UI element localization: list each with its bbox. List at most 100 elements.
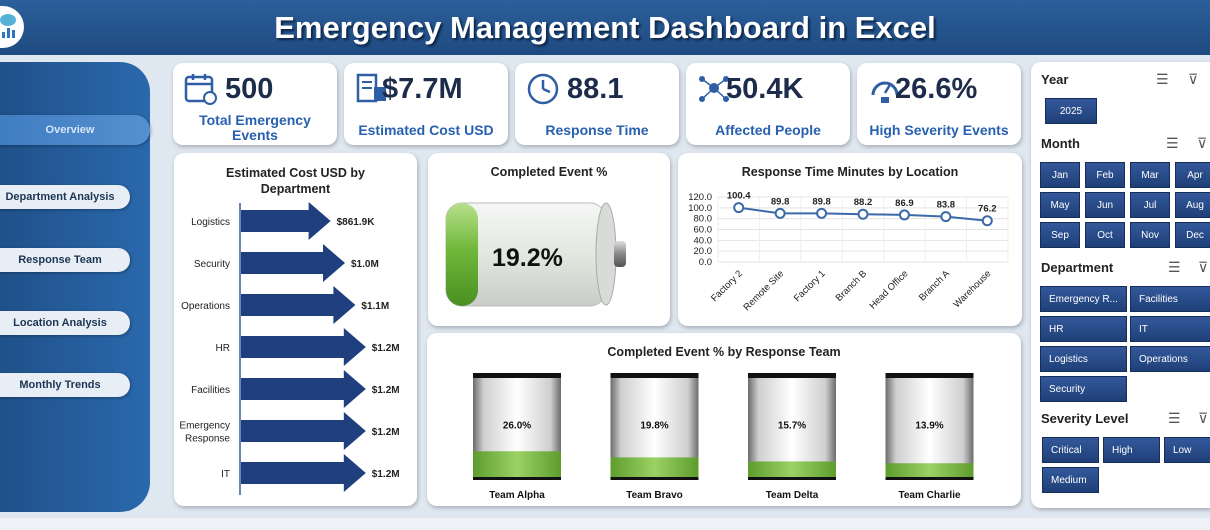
team-completion-chart: Completed Event % by Response Team 26.0%… bbox=[427, 333, 1021, 506]
slicer-year-title: Year bbox=[1041, 72, 1069, 87]
page-title: Emergency Management Dashboard in Excel bbox=[274, 9, 936, 45]
clear-filter-icon[interactable]: ⊽ bbox=[1198, 259, 1209, 275]
y-tick-label: 80.0 bbox=[694, 214, 713, 225]
slicer-month-item[interactable]: Mar bbox=[1130, 162, 1170, 188]
nav-monthly-trends[interactable]: Monthly Trends bbox=[0, 373, 130, 397]
slicer-severity-item[interactable]: Critical bbox=[1042, 437, 1099, 463]
slicer-department-item[interactable]: Operations bbox=[1130, 346, 1210, 372]
x-tick-label: Remote Site bbox=[742, 268, 787, 313]
kpi-label: Affected People bbox=[715, 122, 821, 138]
multi-select-icon[interactable]: ☰ bbox=[1156, 71, 1169, 87]
category-label: Logistics bbox=[191, 217, 230, 228]
slicer-month-item[interactable]: Jan bbox=[1040, 162, 1080, 188]
category-label: Security bbox=[194, 259, 230, 270]
slicer-month-item[interactable]: May bbox=[1040, 192, 1080, 218]
kpi-label: High Severity Events bbox=[869, 122, 1009, 138]
slicer-month-item[interactable]: Nov bbox=[1130, 222, 1170, 248]
slicer-severity-title: Severity Level bbox=[1041, 411, 1129, 426]
cost-bar bbox=[241, 454, 366, 492]
data-label: $861.9K bbox=[337, 217, 376, 228]
kpi-value: 50.4K bbox=[726, 73, 804, 105]
team-name-label: Team Bravo bbox=[626, 490, 683, 501]
slicer-department-item[interactable]: Emergency R... bbox=[1040, 286, 1127, 312]
kpi-response-time: 88.1 Response Time bbox=[515, 63, 679, 145]
data-label: 89.8 bbox=[812, 196, 831, 207]
slicer-month-item[interactable]: Dec bbox=[1175, 222, 1210, 248]
cost-bar bbox=[241, 286, 356, 324]
nav-response-team[interactable]: Response Team bbox=[0, 248, 130, 272]
data-label: $1.1M bbox=[361, 301, 389, 312]
data-label: 13.9% bbox=[915, 421, 943, 432]
multi-select-icon[interactable]: ☰ bbox=[1168, 410, 1181, 426]
slicer-department-item[interactable]: IT bbox=[1130, 316, 1210, 342]
data-point bbox=[940, 211, 952, 223]
slicer-month-item[interactable]: Feb bbox=[1085, 162, 1125, 188]
team-fill bbox=[885, 463, 974, 477]
nav-department-analysis[interactable]: Department Analysis bbox=[0, 185, 130, 209]
data-label: 89.8 bbox=[771, 196, 790, 207]
data-label: 86.9 bbox=[895, 198, 914, 209]
slicer-severity-item[interactable]: High bbox=[1103, 437, 1160, 463]
slicer-severity-item[interactable]: Medium bbox=[1042, 467, 1099, 493]
completed-percent: 19.2% bbox=[492, 244, 563, 272]
nav-location-analysis[interactable]: Location Analysis bbox=[0, 311, 130, 335]
slicer-department-item[interactable]: Security bbox=[1040, 376, 1127, 402]
category-label: IT bbox=[221, 469, 230, 480]
cost-bar bbox=[241, 370, 366, 408]
clear-filter-icon[interactable]: ⊽ bbox=[1188, 71, 1199, 87]
slicer-department-item[interactable]: HR bbox=[1040, 316, 1127, 342]
category-label: Operations bbox=[181, 301, 230, 312]
data-label: $1.2M bbox=[372, 343, 400, 354]
nav-overview[interactable]: Overview bbox=[0, 115, 150, 145]
kpi-label: Estimated Cost USD bbox=[358, 122, 494, 138]
kpi-value: 26.6% bbox=[895, 73, 978, 105]
kpi-estimated-cost: $7.7M Estimated Cost USD bbox=[344, 63, 508, 145]
slicer-year-item[interactable]: 2025 bbox=[1045, 98, 1097, 124]
x-tick-label: Branch A bbox=[917, 268, 953, 304]
x-tick-label: Factory 1 bbox=[792, 268, 828, 304]
data-label: $1.2M bbox=[372, 427, 400, 438]
clock-icon bbox=[527, 73, 559, 105]
data-label: 15.7% bbox=[778, 421, 806, 432]
slicer-month-item[interactable]: Jun bbox=[1085, 192, 1125, 218]
multi-select-icon[interactable]: ☰ bbox=[1166, 135, 1179, 151]
clear-filter-icon[interactable]: ⊽ bbox=[1197, 135, 1208, 151]
cost-bar bbox=[241, 202, 331, 240]
data-point bbox=[816, 207, 828, 219]
kpi-label: Total Emergency Events bbox=[199, 112, 311, 143]
slicer-month-item[interactable]: Jul bbox=[1130, 192, 1170, 218]
slicer-severity-item[interactable]: Low bbox=[1164, 437, 1210, 463]
slicer-month-item[interactable]: Sep bbox=[1040, 222, 1080, 248]
slicer-month-item[interactable]: Aug bbox=[1175, 192, 1210, 218]
cost-bars-svg: Logistics $861.9K Security $1.0M Operations $… bbox=[179, 202, 400, 495]
x-tick-label: Branch B bbox=[834, 268, 869, 303]
y-tick-label: 60.0 bbox=[694, 225, 713, 236]
category-label: HR bbox=[216, 343, 230, 354]
team-name-label: Team Charlie bbox=[898, 490, 960, 501]
people-network-icon bbox=[699, 76, 729, 102]
kpi-value: 500 bbox=[225, 73, 274, 105]
gauge-icon bbox=[871, 81, 899, 103]
data-label: 88.2 bbox=[854, 197, 873, 208]
slicer-department-item[interactable]: Logistics bbox=[1040, 346, 1127, 372]
chart-title: Completed Event % by Response Team bbox=[607, 345, 841, 359]
y-tick-label: 120.0 bbox=[688, 192, 712, 203]
logo bbox=[0, 6, 24, 48]
category-label: Emergency bbox=[179, 421, 230, 432]
slicer-department-item[interactable]: Facilities bbox=[1130, 286, 1210, 312]
slicer-panel: Year ☰ ⊽ 2025 Month ☰ ⊽ Jan Feb Mar Apr May J… bbox=[1031, 62, 1210, 508]
team-fill bbox=[473, 451, 561, 477]
receipt-icon bbox=[356, 73, 386, 103]
kpi-total-events: 500 Total Emergency Events bbox=[173, 63, 337, 145]
slicer-department-title: Department bbox=[1041, 260, 1114, 275]
data-point bbox=[857, 208, 869, 220]
team-name-label: Team Alpha bbox=[489, 490, 545, 501]
cost-bar bbox=[241, 412, 366, 450]
clear-filter-icon[interactable]: ⊽ bbox=[1198, 410, 1209, 426]
multi-select-icon[interactable]: ☰ bbox=[1168, 259, 1181, 275]
team-fill bbox=[748, 461, 836, 477]
slicer-month-item[interactable]: Oct bbox=[1085, 222, 1125, 248]
slicer-month-title: Month bbox=[1041, 136, 1080, 151]
slicer-month-item[interactable]: Apr bbox=[1175, 162, 1210, 188]
